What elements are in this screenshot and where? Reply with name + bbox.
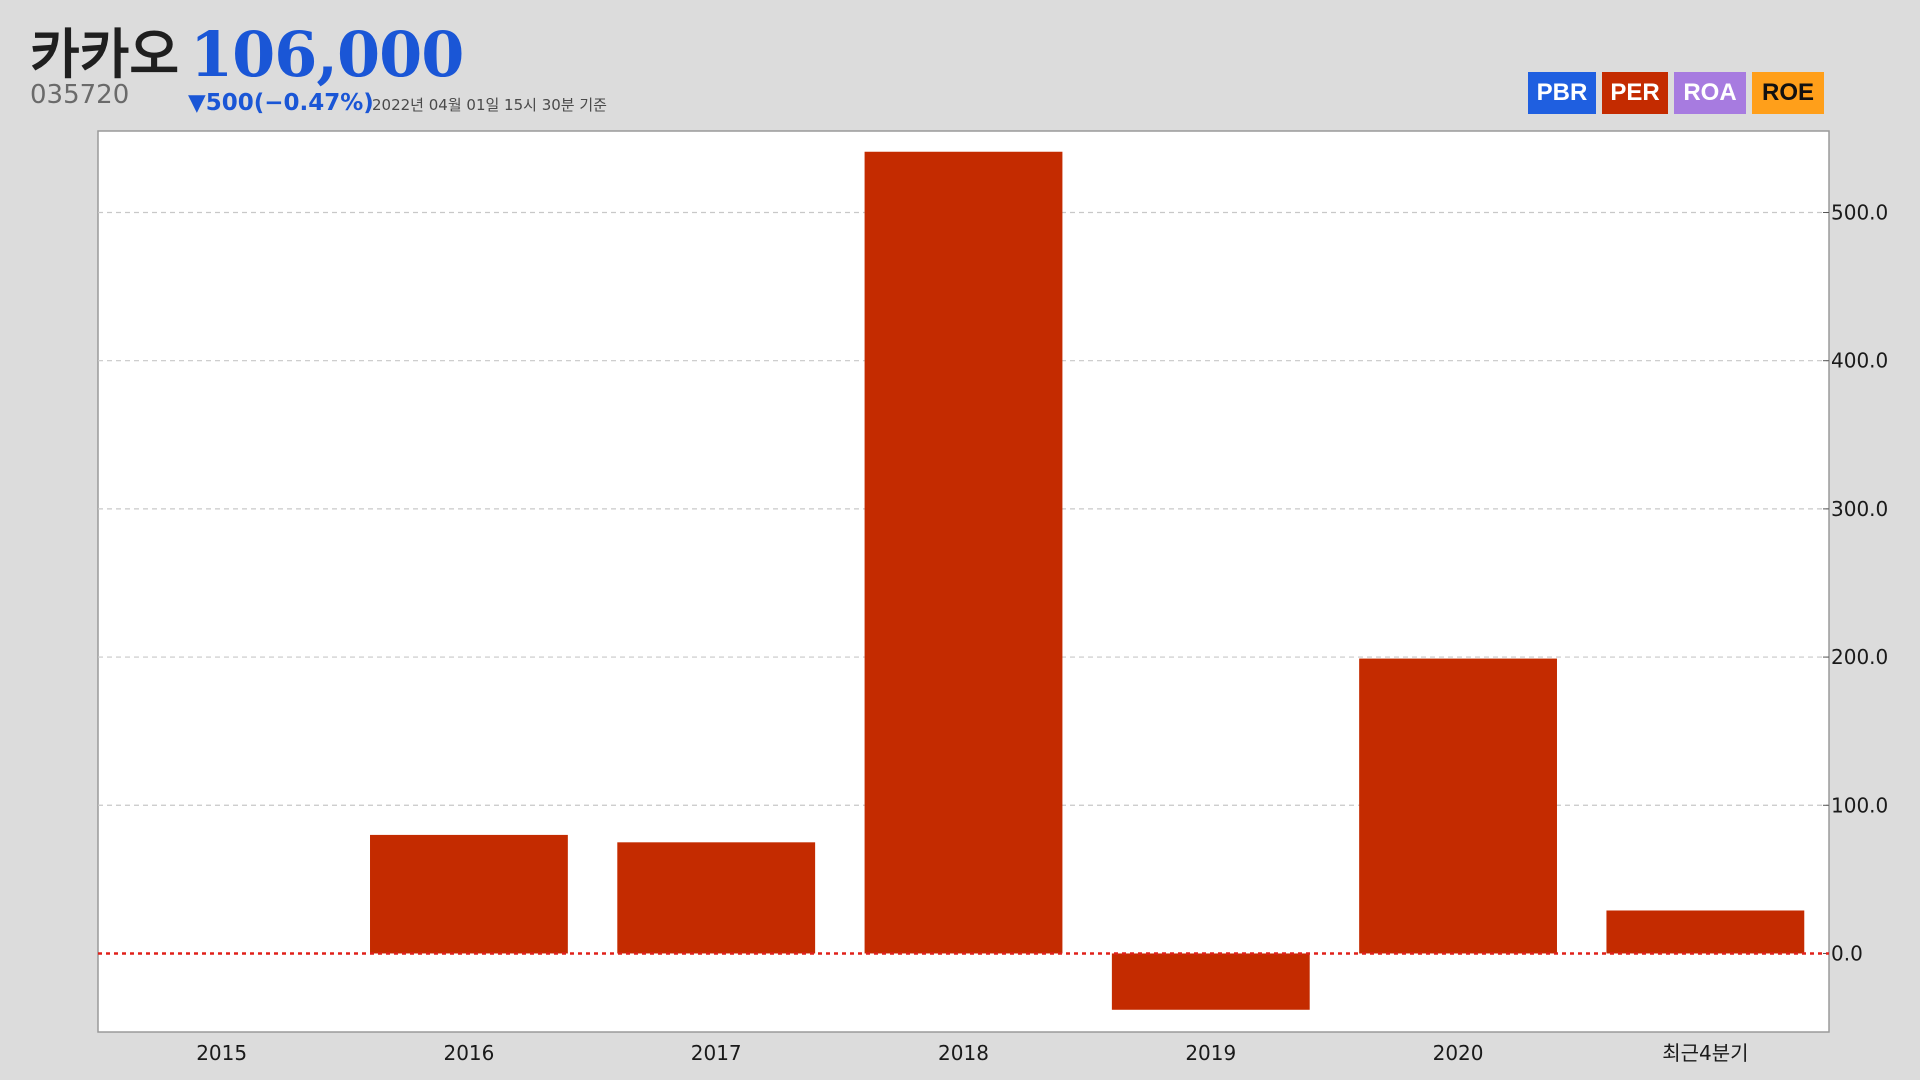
x-tick-label: 2017 [691,1041,742,1065]
bar [1606,910,1805,954]
metric-legend: PBR PER ROA ROE [1528,72,1824,114]
stock-change: ▼500(−0.47%) [188,90,374,116]
bar [864,151,1063,954]
y-tick-label: 200.0 [1831,645,1888,669]
x-tick-label: 2020 [1433,1041,1484,1065]
stock-price: 106,000 [190,18,464,91]
y-tick-label: 400.0 [1831,349,1888,373]
stock-timestamp: 2022년 04월 01일 15시 30분 기준 [372,96,607,114]
bar [1111,953,1310,1010]
stock-name: 카카오 [30,23,180,86]
y-tick-label: 100.0 [1831,793,1888,817]
per-button[interactable]: PER [1602,72,1668,114]
roa-button[interactable]: ROA [1674,72,1746,114]
x-tick-label: 2015 [196,1041,247,1065]
y-tick-label: 0.0 [1831,941,1863,965]
x-tick-label: 2018 [938,1041,989,1065]
roe-button[interactable]: ROE [1752,72,1824,114]
x-tick-label: 2019 [1185,1041,1236,1065]
x-tick-label: 최근4분기 [1662,1041,1748,1065]
bar [1359,658,1557,954]
stock-code: 035720 [30,80,130,110]
bar [617,842,816,954]
x-tick-label: 2016 [443,1041,494,1065]
y-tick-label: 300.0 [1831,497,1888,521]
y-tick-label: 500.0 [1831,201,1888,225]
pbr-button[interactable]: PBR [1528,72,1596,114]
bar [370,834,568,954]
